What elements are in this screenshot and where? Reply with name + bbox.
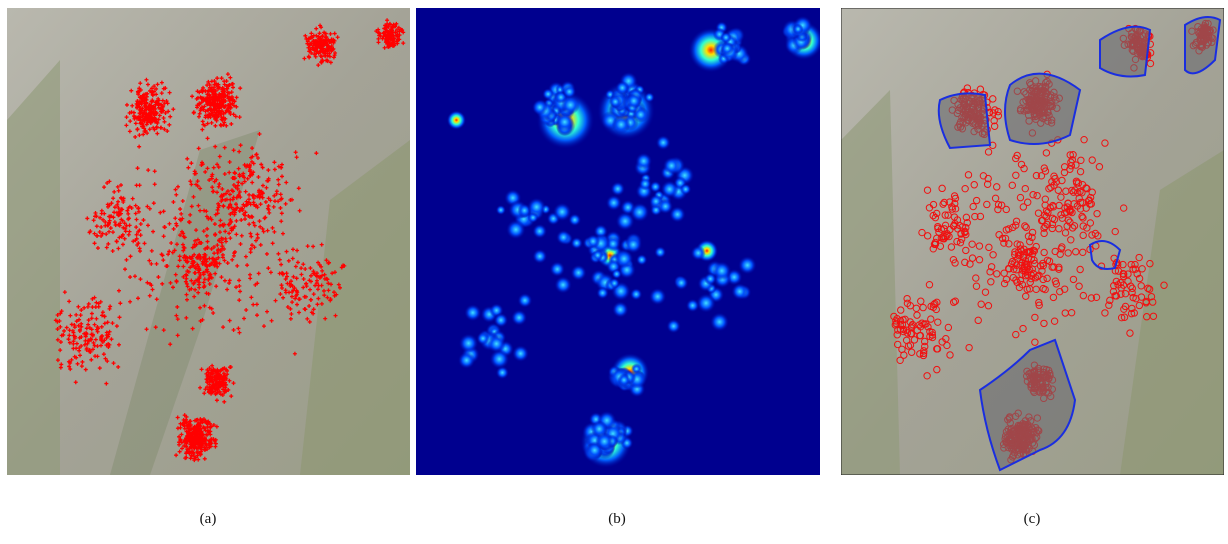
texture (556, 230, 571, 245)
texture (586, 234, 600, 248)
texture (696, 293, 715, 312)
texture (459, 334, 478, 353)
texture (532, 224, 547, 239)
texture (487, 335, 505, 353)
caption: (c) (1024, 511, 1041, 527)
texture (731, 283, 748, 300)
texture (636, 254, 647, 265)
caption: (a) (200, 511, 217, 527)
texture (592, 250, 603, 261)
texture (612, 269, 622, 279)
texture (550, 261, 565, 276)
texture (663, 157, 680, 174)
texture (596, 432, 614, 450)
texture (512, 345, 529, 362)
texture (476, 332, 489, 345)
texture (615, 81, 629, 95)
texture (626, 93, 642, 109)
texture (686, 299, 699, 312)
texture (563, 85, 577, 99)
texture (612, 115, 631, 134)
texture (464, 304, 481, 321)
texture (606, 195, 622, 211)
texture (571, 237, 583, 249)
texture (704, 273, 716, 285)
texture (609, 95, 622, 108)
panel-b-image (416, 8, 823, 475)
texture (656, 135, 671, 150)
texture (654, 246, 666, 258)
texture (596, 287, 608, 299)
texture (511, 310, 527, 326)
texture (721, 42, 734, 55)
texture (738, 256, 756, 274)
texture (494, 313, 509, 328)
texture (630, 288, 642, 300)
texture (658, 199, 673, 214)
texture (532, 99, 548, 115)
texture (680, 184, 691, 195)
texture (609, 278, 620, 289)
texture (618, 374, 631, 387)
panel-c-image (841, 8, 1224, 475)
panel-a-image (7, 8, 410, 475)
texture (554, 276, 571, 293)
texture (649, 288, 666, 305)
texture (650, 181, 662, 193)
texture (496, 205, 506, 215)
texture (518, 293, 533, 308)
texture (635, 153, 652, 170)
caption: (b) (608, 511, 626, 527)
texture (553, 203, 572, 222)
texture (793, 24, 804, 35)
figure: (a) (b) (c) (0, 0, 1228, 539)
texture (571, 265, 587, 281)
texture (666, 319, 680, 333)
texture (720, 32, 731, 43)
texture (625, 236, 643, 254)
texture (612, 301, 628, 317)
texture (458, 352, 475, 369)
texture (447, 110, 466, 129)
texture (674, 276, 688, 290)
texture (555, 113, 573, 131)
texture (532, 249, 547, 264)
texture (630, 203, 649, 222)
texture (542, 88, 554, 100)
texture (527, 198, 546, 217)
texture (691, 245, 706, 260)
texture (506, 220, 526, 240)
texture (644, 92, 654, 102)
texture (639, 178, 652, 191)
texture (611, 182, 625, 196)
texture (710, 312, 729, 331)
